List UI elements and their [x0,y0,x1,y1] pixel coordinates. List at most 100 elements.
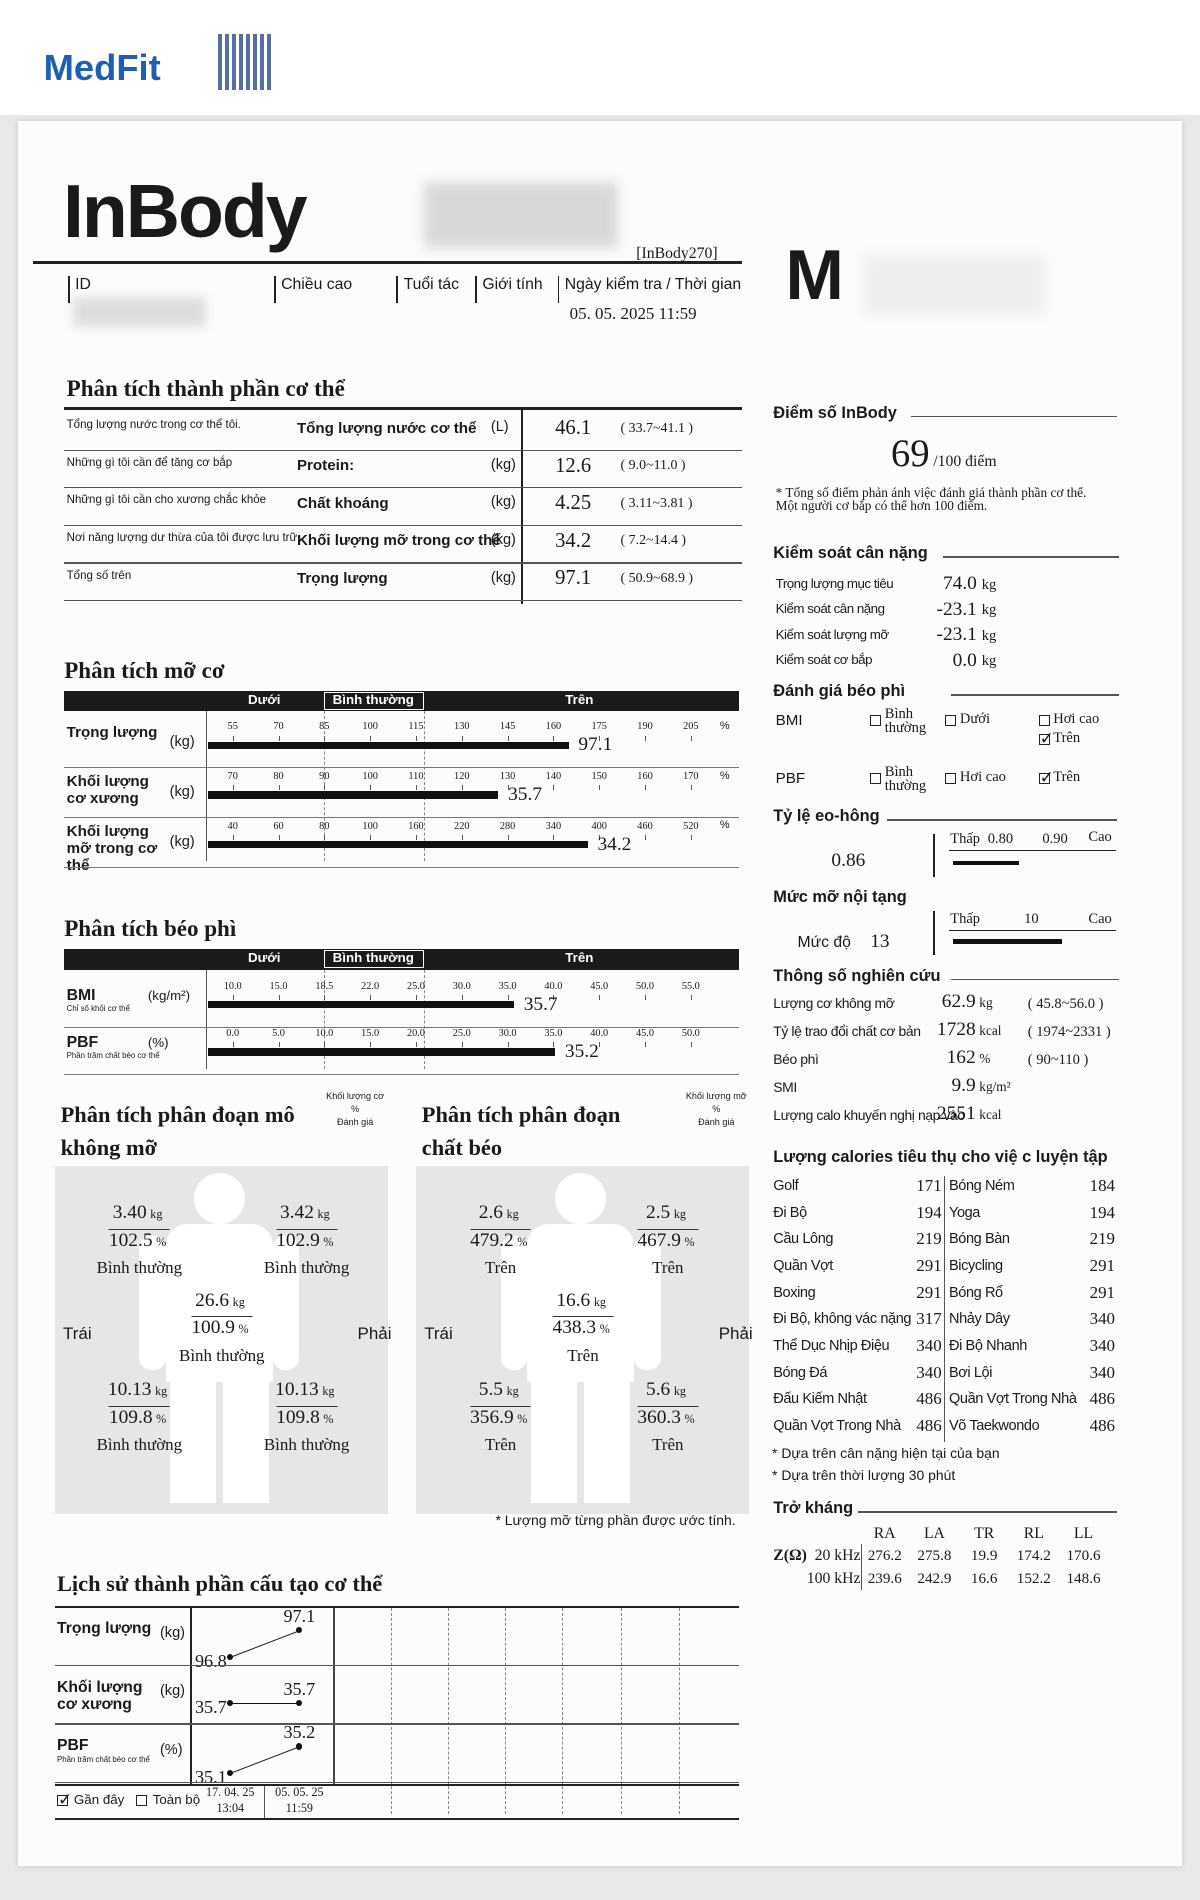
bar-value: 35.2 [564,1041,599,1063]
section-title: Phân tích phân đoạn mô không mỡ [60,1102,295,1160]
legend-label: Đánh giá [336,1117,374,1128]
activity-value: 194 [1089,1202,1116,1222]
checkbox [1038,715,1050,726]
segment-percent-group: 479.2% [470,1228,532,1251]
segment-percent-group: 102.5% [108,1228,170,1251]
segment-mass-group: 5.5 kg [479,1379,523,1400]
grid-column [562,1608,564,1815]
activity-value: 291 [916,1282,942,1302]
scale-tick-label: 18.5 [315,980,334,992]
scale-tick-label: 520 [683,820,699,832]
segment-mass: 10.13 [275,1379,319,1401]
gauge-bar [952,860,1020,866]
row-label: PBF [775,769,806,787]
segment-mass: 3.42 [279,1202,314,1224]
activity-name: Quần Vợt Trong Nhà [948,1391,1077,1408]
activity-value: 291 [1089,1282,1116,1302]
unit: kcal [979,1023,1002,1039]
checkbox: ✓ [56,1789,73,1809]
score-value: 69 [890,431,930,475]
unit: kg [232,1294,245,1309]
redacted-id [72,296,207,328]
activity-value: 184 [1089,1175,1116,1195]
field-label: ID [75,276,91,294]
range: ( 9.0~11.0 ) [620,458,686,474]
scale-tick [553,785,555,791]
scale-tick [599,835,601,840]
redacted-name [424,181,619,249]
grid-column [448,1608,450,1815]
activity-name: Bóng Đá [773,1364,827,1381]
unit: % [323,1411,334,1426]
unit: (kg) [169,734,195,751]
scale-tick-label: 22.0 [361,980,380,992]
bar [208,791,499,799]
activity-value: 340 [916,1335,942,1355]
scale-tick-label: 40.0 [590,1027,609,1039]
scale-divider [933,911,936,956]
field-divider [475,276,477,303]
row-label: Trọng lượng mục tiêu [775,575,894,591]
scale-tick-label: 50.0 [681,1027,700,1039]
section-title: Lượng calories tiêu thụ cho việ c luyện … [773,1147,1108,1166]
column-rule [206,969,208,1069]
row-rule [64,599,742,602]
qr-code [218,33,274,90]
section-title: Lịch sử thành phần cấu tạo cơ thể [56,1570,383,1596]
unit: kg [673,1384,686,1399]
segment-mass-group: 10.13 kg [108,1379,171,1400]
row-name: Khối lượng mỡ trong cơ thể [296,532,501,550]
value: 34.2 [555,529,592,552]
option-label: Hơi cao [1053,710,1100,727]
scale-tick-label: 120 [454,770,470,782]
segment-evaluation: Trên [484,1258,517,1278]
activity-value: 219 [1089,1229,1116,1249]
activity-name: Boxing [773,1284,816,1301]
note: * Lượng mỡ từng phần được ước tính. [495,1511,736,1528]
row-label: Kiểm soát lượng mỡ [775,626,889,642]
segment-evaluation: Trên [567,1345,599,1365]
scale-tick [461,835,463,840]
scale-tick-label: 10 [1024,911,1039,928]
silhouette-leg [223,1381,270,1503]
segment-mass-group: 3.42 kg [280,1202,333,1223]
gauge-bar [952,939,1062,945]
scale-line [948,929,1117,931]
section-title: Đánh giá béo phì [773,682,906,701]
title-rule [951,694,1119,696]
segment-mass: 16.6 [556,1289,591,1311]
segment-percent: 467.9 [637,1229,681,1251]
unit: (%) [147,1035,169,1051]
field-divider [67,276,70,303]
activity-value: 317 [916,1309,942,1329]
checkbox [870,773,882,785]
scale-tick-label: 170 [683,770,699,782]
activity-name: Võ Taekwondo [948,1418,1040,1435]
row-subtitle: Chỉ số khối cơ thể [66,1003,130,1013]
range: ( 33.7~41.1 ) [620,420,694,436]
checkbox [945,715,957,726]
scale-tick-label: 190 [637,721,653,733]
unit: kcal [979,1106,1002,1122]
option-label: Dưới [959,710,990,727]
section-title: Phân tích béo phì [64,915,237,942]
option-label: Trên [1053,730,1081,747]
unit: kg [981,627,997,644]
activity-name: Đi Bộ Nhanh [948,1338,1027,1355]
scale-tick-label: 5.0 [272,1027,285,1039]
unit: (kg) [490,456,516,473]
section-title: Phân tích thành phần cơ thể [66,374,345,401]
grid-column [620,1608,622,1815]
checkbox [945,773,957,785]
row-name: Trọng lượng [296,569,388,587]
column-rule [424,969,426,1069]
segment-evaluation: Trên [484,1435,517,1455]
bar [208,1001,514,1009]
side-label: Trái [424,1323,453,1343]
segment-mass: 5.6 [646,1379,671,1401]
bar-value: 34.2 [597,833,632,855]
section-title: Mức mỡ nội tạng [773,888,907,907]
scale-tick [415,835,417,840]
scale-tick-label: 145 [499,721,516,733]
bar-value: 97.1 [578,734,613,756]
